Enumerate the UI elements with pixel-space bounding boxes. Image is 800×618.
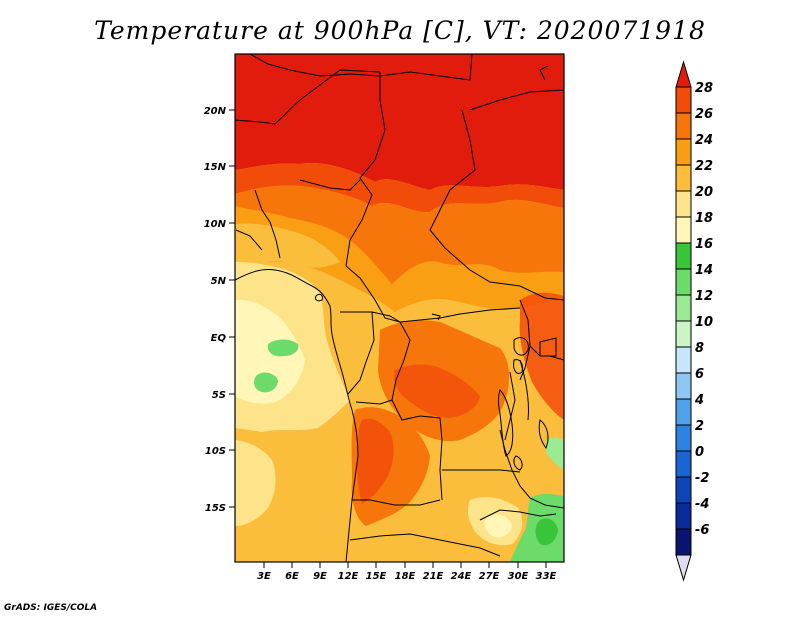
colorbar-swatch	[675, 242, 692, 270]
lat-label: 5N	[211, 276, 227, 287]
colorbar-label: 14	[695, 263, 713, 278]
colorbar-swatch	[675, 528, 692, 556]
lon-label: 9E	[313, 571, 327, 582]
colorbar-label: 8	[695, 341, 704, 356]
lon-label: 24E	[451, 571, 472, 582]
colorbar-label: 28	[695, 81, 713, 96]
lon-label: 30E	[508, 571, 529, 582]
colorbar-label: 18	[695, 211, 713, 226]
lon-label: 12E	[338, 571, 359, 582]
lakes	[315, 293, 549, 471]
colorbar-label: 22	[695, 159, 713, 174]
colorbar-swatch	[675, 164, 692, 192]
colorbar-label: 20	[695, 185, 713, 200]
temperature-field	[235, 54, 564, 562]
colorbar-swatch	[675, 476, 692, 504]
colorbar-label: 6	[695, 367, 704, 382]
lon-label: 15E	[366, 571, 387, 582]
map-frame	[234, 53, 565, 563]
lon-axis	[263, 562, 547, 568]
colorbar-swatch	[675, 346, 692, 374]
lat-label: 15S	[205, 503, 226, 514]
colorbar-label: 10	[695, 315, 713, 330]
colorbar-label: 0	[695, 445, 704, 460]
colorbar-bottom-triangle	[675, 554, 692, 582]
colorbar-swatch	[675, 450, 692, 478]
lon-label: 6E	[285, 571, 299, 582]
lat-label: 20N	[204, 106, 227, 117]
lat-label: 15N	[204, 162, 227, 173]
lat-axis	[229, 109, 235, 508]
country-borders	[235, 54, 564, 562]
colorbar-swatch	[675, 320, 692, 348]
lon-label: 27E	[479, 571, 500, 582]
lon-label: 21E	[423, 571, 444, 582]
colorbar-swatch	[675, 502, 692, 530]
lat-label: 10N	[204, 219, 227, 230]
colorbar-swatch	[675, 372, 692, 400]
colorbar-top-triangle	[675, 60, 692, 88]
lat-label: 5S	[212, 390, 226, 401]
lat-label: EQ	[211, 333, 227, 344]
colorbar-label: -6	[695, 523, 709, 538]
colorbar-label: 24	[695, 133, 713, 148]
lon-label: 18E	[395, 571, 416, 582]
colorbar-swatch	[675, 190, 692, 218]
colorbar-swatch	[675, 424, 692, 452]
colorbar-label: 4	[694, 393, 704, 408]
grads-credit: GrADS: IGES/COLA	[4, 603, 98, 613]
colorbar-swatch	[675, 268, 692, 296]
colorbar-swatch	[675, 294, 692, 322]
colorbar-label: 16	[695, 237, 713, 252]
colorbar-swatch	[675, 112, 692, 140]
colorbar-label: 12	[695, 289, 713, 304]
map-title: Temperature at 900hPa [C], VT: 202007191…	[94, 16, 706, 45]
colorbar-swatch	[675, 398, 692, 426]
lon-label: 33E	[536, 571, 557, 582]
colorbar-label: -4	[695, 497, 709, 512]
colorbar-label: 2	[695, 419, 704, 434]
colorbar-label: -2	[695, 471, 709, 486]
colorbar-swatch	[675, 86, 692, 114]
colorbar-swatch	[675, 138, 692, 166]
lat-label: 10S	[205, 446, 226, 457]
colorbar-swatch	[675, 216, 692, 244]
lon-label: 3E	[257, 571, 271, 582]
colorbar-label: 26	[695, 107, 713, 122]
